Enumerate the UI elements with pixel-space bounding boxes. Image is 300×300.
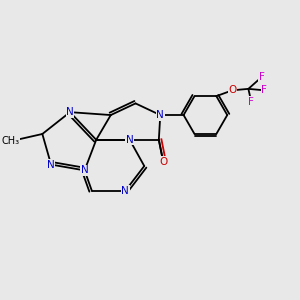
Text: O: O — [159, 157, 167, 166]
Text: N: N — [122, 186, 129, 196]
Text: F: F — [248, 97, 254, 107]
Text: N: N — [66, 107, 74, 117]
Text: O: O — [228, 85, 236, 95]
Text: F: F — [259, 72, 264, 82]
Text: N: N — [81, 165, 88, 176]
Text: CH₃: CH₃ — [1, 136, 20, 146]
Text: N: N — [156, 110, 164, 120]
Text: F: F — [262, 85, 267, 95]
Text: N: N — [126, 135, 134, 145]
Text: N: N — [47, 160, 55, 170]
